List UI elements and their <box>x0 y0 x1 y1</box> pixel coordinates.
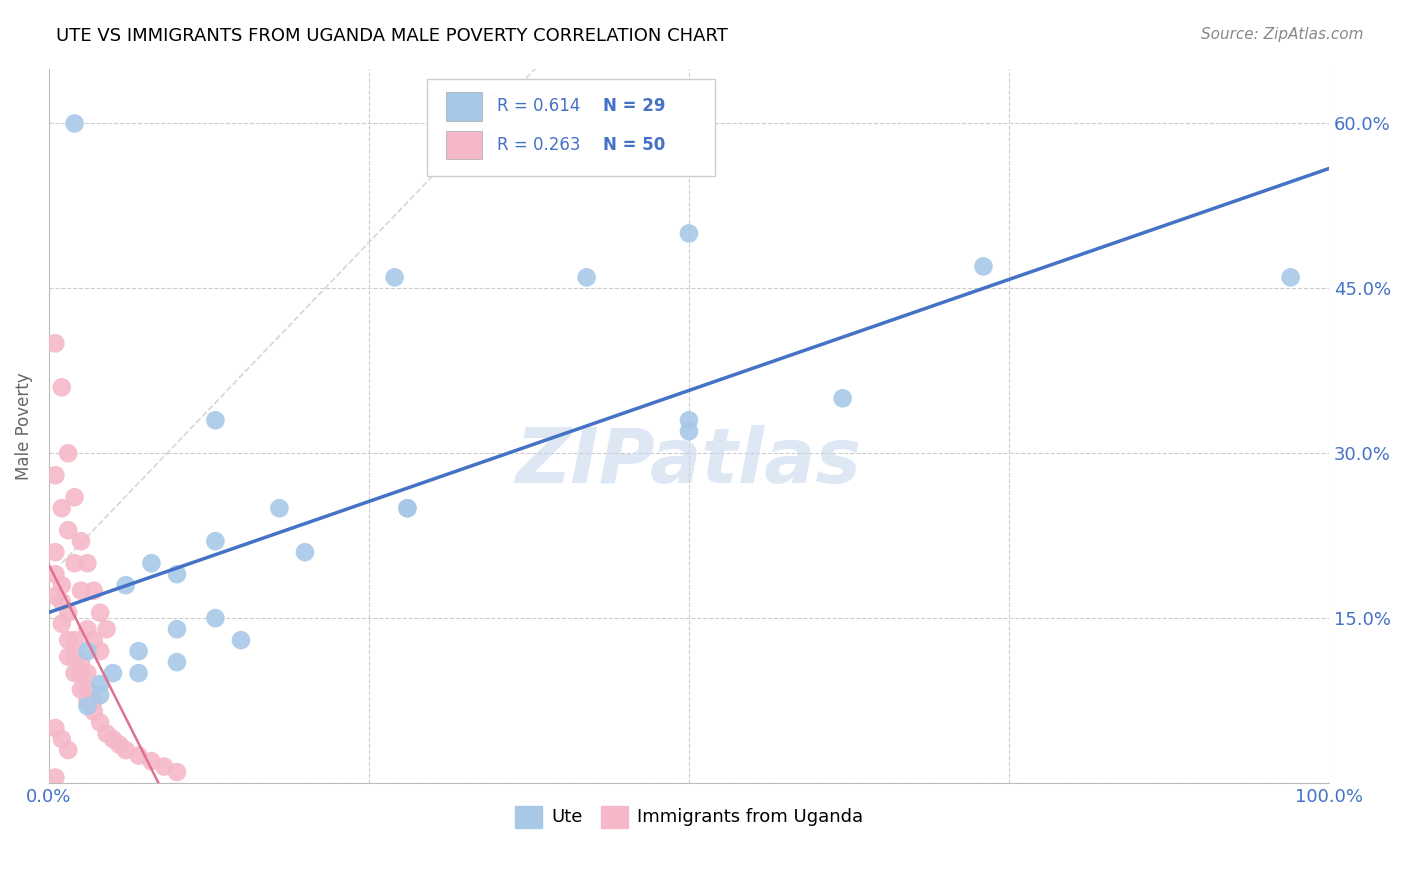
Point <box>76 682 98 697</box>
Point <box>63 633 86 648</box>
Point <box>678 413 700 427</box>
Text: UTE VS IMMIGRANTS FROM UGANDA MALE POVERTY CORRELATION CHART: UTE VS IMMIGRANTS FROM UGANDA MALE POVER… <box>56 27 728 45</box>
Point <box>153 759 176 773</box>
Y-axis label: Male Poverty: Male Poverty <box>15 372 32 480</box>
Point <box>108 738 131 752</box>
Point <box>972 260 994 274</box>
Point <box>76 699 98 714</box>
Point <box>83 705 105 719</box>
Text: N = 50: N = 50 <box>603 136 665 154</box>
FancyBboxPatch shape <box>446 92 482 120</box>
Point <box>76 556 98 570</box>
Text: ZIPatlas: ZIPatlas <box>516 425 862 499</box>
Point <box>70 682 93 697</box>
Point <box>56 523 79 537</box>
Point <box>56 649 79 664</box>
Point <box>51 732 73 747</box>
Point <box>63 490 86 504</box>
Point <box>128 644 150 658</box>
Point <box>831 392 853 406</box>
Point <box>89 688 111 702</box>
Point <box>166 765 188 780</box>
Text: N = 29: N = 29 <box>603 97 665 115</box>
Point <box>96 726 118 740</box>
Point <box>384 270 406 285</box>
Point <box>44 589 66 603</box>
Text: Source: ZipAtlas.com: Source: ZipAtlas.com <box>1201 27 1364 42</box>
Point <box>83 583 105 598</box>
Point <box>89 644 111 658</box>
Point <box>101 666 124 681</box>
Point <box>63 116 86 130</box>
Point <box>70 534 93 549</box>
Point <box>51 380 73 394</box>
Point <box>76 644 98 658</box>
Point <box>44 721 66 735</box>
Point <box>89 715 111 730</box>
Point <box>294 545 316 559</box>
FancyBboxPatch shape <box>426 79 714 176</box>
Point <box>83 693 105 707</box>
Point <box>204 534 226 549</box>
Point <box>83 633 105 648</box>
Point <box>89 606 111 620</box>
Point <box>63 649 86 664</box>
Point <box>51 595 73 609</box>
Point <box>44 771 66 785</box>
Point <box>56 743 79 757</box>
Point <box>204 611 226 625</box>
Point <box>70 583 93 598</box>
Point <box>63 666 86 681</box>
Point <box>204 413 226 427</box>
Point <box>51 616 73 631</box>
Point <box>166 655 188 669</box>
Point <box>166 622 188 636</box>
Point <box>128 748 150 763</box>
Point <box>101 732 124 747</box>
Point <box>678 227 700 241</box>
Point <box>70 655 93 669</box>
Point <box>141 754 163 768</box>
Point <box>44 545 66 559</box>
Point <box>396 501 419 516</box>
Point <box>51 501 73 516</box>
Point <box>56 446 79 460</box>
Point <box>70 666 93 681</box>
Text: R = 0.263: R = 0.263 <box>496 136 581 154</box>
Point <box>114 578 136 592</box>
Point <box>141 556 163 570</box>
Point <box>56 633 79 648</box>
Point <box>44 567 66 582</box>
Point <box>51 578 73 592</box>
Point <box>396 501 419 516</box>
Point <box>1279 270 1302 285</box>
Point <box>63 556 86 570</box>
Point <box>76 693 98 707</box>
Point <box>89 677 111 691</box>
FancyBboxPatch shape <box>446 131 482 160</box>
Point <box>76 622 98 636</box>
Point <box>229 633 252 648</box>
Point <box>114 743 136 757</box>
Point <box>44 468 66 483</box>
Point <box>56 606 79 620</box>
Point <box>76 666 98 681</box>
Point <box>678 424 700 438</box>
Legend: Ute, Immigrants from Uganda: Ute, Immigrants from Uganda <box>508 798 870 835</box>
Point <box>575 270 598 285</box>
Point <box>166 567 188 582</box>
Point <box>269 501 291 516</box>
Text: R = 0.614: R = 0.614 <box>496 97 581 115</box>
Point <box>96 622 118 636</box>
Point <box>128 666 150 681</box>
Point <box>44 336 66 351</box>
